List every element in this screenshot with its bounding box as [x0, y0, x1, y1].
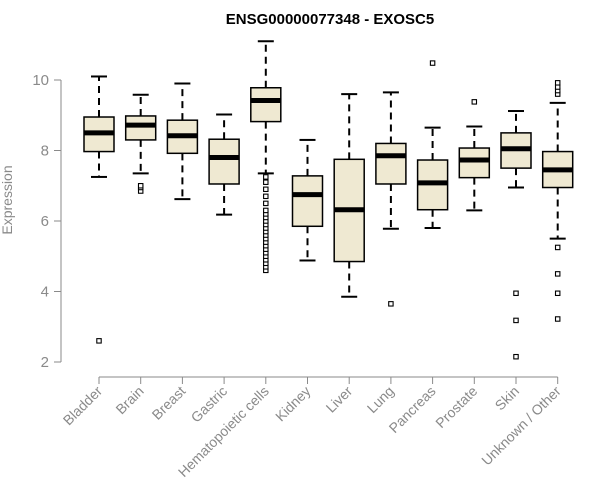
- box-group: [166, 82, 199, 201]
- iqr-box: [291, 175, 324, 228]
- outlier-point: [263, 186, 269, 193]
- y-tick-label: 2: [41, 354, 49, 371]
- outlier-point: [263, 207, 269, 214]
- box-group: [291, 138, 324, 262]
- outlier-point: [513, 290, 519, 297]
- x-tick-label: Bladder: [60, 383, 106, 429]
- x-tick-label: Unknown / Other: [478, 383, 564, 469]
- y-axis: 2 4 6 8 10: [32, 72, 62, 371]
- outlier-point: [263, 200, 269, 207]
- chart-title: ENSG00000077348 - EXOSC5: [226, 11, 434, 28]
- x-tick-label: Breast: [149, 383, 189, 423]
- iqr-box: [208, 138, 240, 185]
- outlier-point: [429, 60, 436, 66]
- outlier-point: [554, 316, 561, 322]
- plot-area: [83, 40, 574, 360]
- outlier-point: [554, 271, 561, 277]
- outlier-point: [263, 193, 269, 200]
- y-tick-label: 8: [41, 143, 49, 160]
- outlier-point: [554, 244, 561, 251]
- y-tick-label: 4: [41, 284, 49, 301]
- x-tick-label: Prostate: [432, 383, 480, 431]
- iqr-box: [458, 147, 491, 179]
- outlier-point: [554, 80, 561, 86]
- outlier-point: [96, 338, 102, 344]
- outlier-point: [137, 183, 144, 189]
- outlier-point: [471, 99, 478, 105]
- box-group: [375, 91, 407, 307]
- x-tick-label: Kidney: [272, 383, 314, 425]
- outlier-point: [263, 174, 269, 180]
- y-tick-label: 6: [41, 213, 49, 230]
- box-group: [458, 99, 491, 212]
- box-group: [416, 60, 449, 230]
- outlier-point: [554, 290, 561, 297]
- outlier-point: [513, 317, 519, 324]
- box-group: [333, 93, 365, 298]
- box-group: [208, 113, 240, 216]
- box-group: [124, 93, 157, 194]
- x-tick-label: Skin: [492, 383, 523, 414]
- iqr-box: [124, 115, 157, 141]
- x-tick-label: Lung: [364, 383, 397, 416]
- outlier-point: [263, 179, 269, 185]
- x-tick-label: Brain: [112, 383, 146, 417]
- box-group: [500, 110, 532, 360]
- outlier-point: [388, 301, 394, 307]
- y-axis-label: Expression: [0, 165, 15, 234]
- box-group: [541, 80, 574, 322]
- box-group: [83, 75, 115, 344]
- outlier-point: [513, 353, 519, 360]
- y-tick-label: 10: [32, 72, 49, 89]
- x-tick-label: Liver: [323, 383, 356, 416]
- iqr-box: [250, 87, 282, 123]
- box-group: [250, 40, 282, 274]
- iqr-box: [375, 142, 407, 185]
